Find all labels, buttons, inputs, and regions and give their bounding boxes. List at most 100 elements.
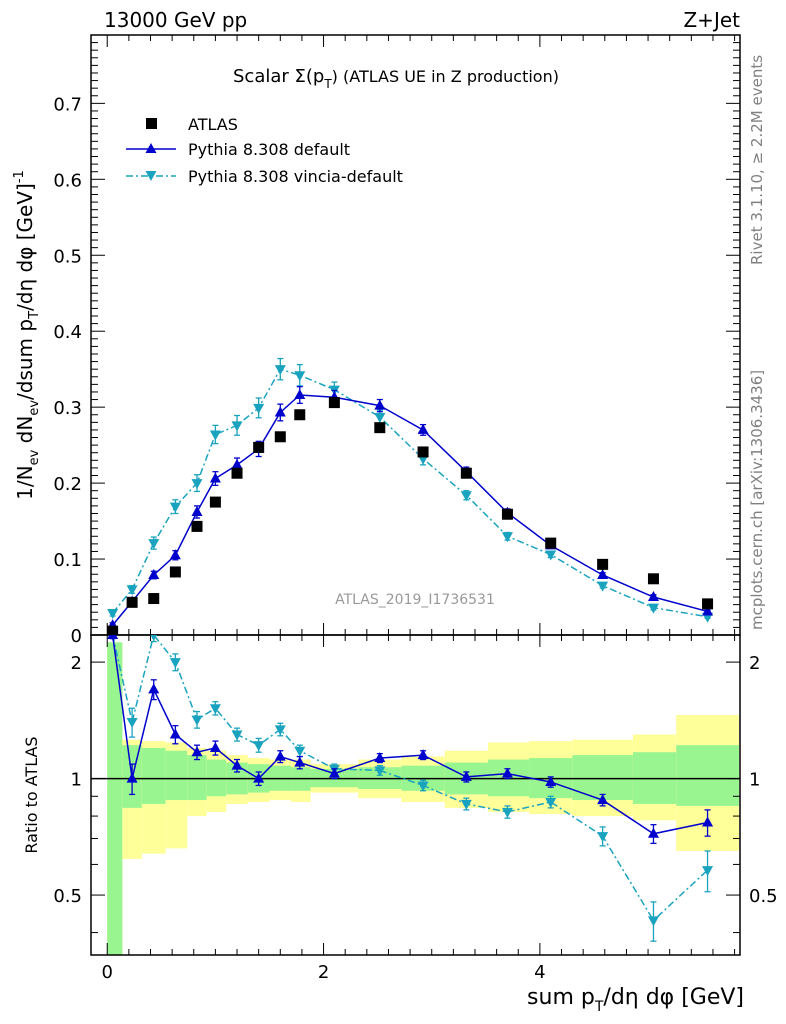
ratio-vincia-point: [231, 730, 243, 741]
vincia-point: [169, 502, 181, 513]
default-point: [231, 458, 243, 469]
atlas-point: [597, 558, 609, 570]
atlas-point: [545, 537, 557, 549]
ratio-vincia-point: [545, 797, 557, 808]
ratio-default-point: [294, 756, 306, 767]
x-tick-label: 0: [101, 962, 112, 983]
ratio-axis-label: Ratio to ATLAS: [22, 736, 41, 853]
atlas-point: [647, 573, 659, 585]
ratio-default-point: [107, 635, 119, 639]
default-point: [417, 423, 429, 434]
ratio-default-point: [417, 749, 429, 760]
ratio-default-point: [209, 741, 221, 752]
ratio-default-point: [460, 770, 472, 781]
legend-default-label: Pythia 8.308 default: [188, 140, 350, 159]
ratio-default-point: [501, 767, 513, 778]
atlas-point: [501, 508, 513, 520]
ratio-y-tick-label: 0.5: [53, 886, 82, 907]
ratio-default-point: [274, 750, 286, 761]
atlas-point: [274, 431, 286, 443]
vincia-point: [274, 365, 286, 376]
ratio-default-point: [126, 772, 138, 783]
x-axis-label: sum pT/dη dφ [GeV]: [527, 985, 744, 1015]
default-point: [702, 605, 714, 616]
ratio-vincia-point: [417, 781, 429, 792]
legend-vincia-label: Pythia 8.308 vincia-default: [188, 167, 403, 186]
ratio-vincia-point: [647, 916, 659, 927]
analysis-label: ATLAS_2019_I1736531: [335, 592, 495, 608]
vincia-series: [107, 357, 714, 623]
legend-vincia-marker: [145, 171, 157, 181]
vincia-point: [209, 430, 221, 441]
atlas-point: [169, 566, 181, 578]
atlas-point: [374, 422, 386, 434]
band-inner-bin: [141, 747, 166, 804]
atlas-point: [126, 596, 138, 608]
vincia-point: [501, 532, 513, 543]
ratio-vincia-point: [501, 807, 513, 818]
ratio-vincia-point: [274, 725, 286, 736]
process-label: Z+Jet: [683, 8, 740, 32]
vincia-point: [126, 585, 138, 596]
y-tick-label: 0.7: [53, 94, 82, 115]
legend: ATLAS Pythia 8.308 default Pythia 8.308 …: [126, 115, 403, 186]
ratio-vincia-point: [597, 832, 609, 843]
ratio-vincia-point: [253, 741, 265, 752]
vincia-point: [647, 603, 659, 614]
default-point: [169, 549, 181, 560]
ratio-vincia-point: [294, 746, 306, 757]
atlas-point: [191, 520, 203, 532]
default-point: [209, 472, 221, 483]
x-axis-ticks: 0 2 4: [101, 35, 736, 983]
y-tick-label: 0.3: [53, 398, 82, 419]
atlas-point: [702, 598, 714, 610]
band-inner-bin: [165, 750, 188, 801]
y-axis-ticks-main: 0 0.1 0.2 0.3 0.4 0.5 0.6 0.7: [53, 42, 740, 647]
x-tick-label: 2: [318, 962, 329, 983]
rivet-label: Rivet 3.1.10, ≥ 2.2M events: [748, 55, 766, 265]
ratio-vincia-point: [191, 715, 203, 726]
atlas-point: [417, 446, 429, 458]
vincia-point: [460, 491, 472, 502]
band-inner-bin: [107, 642, 123, 955]
atlas-point: [460, 467, 472, 479]
ratio-default-point: [231, 759, 243, 770]
band-inner-bin: [187, 755, 207, 801]
y-tick-label: 0.4: [53, 322, 82, 343]
mcplots-label: mcplots.cern.ch [arXiv:1306.3436]: [748, 370, 766, 630]
default-point: [294, 389, 306, 399]
atlas-point: [209, 496, 221, 508]
default-point: [374, 399, 386, 410]
vincia-point: [253, 403, 265, 414]
ratio-vincia-point: [702, 866, 714, 877]
ratio-vincia-point: [374, 766, 386, 777]
ratio-default-point: [545, 775, 557, 786]
vincia-point: [148, 539, 160, 550]
y-tick-label: 0.1: [53, 550, 82, 571]
legend-default-marker: [145, 143, 157, 153]
ratio-default-series: [107, 635, 714, 845]
ratio-bands: [107, 642, 739, 955]
legend-item-atlas: ATLAS: [146, 115, 238, 134]
default-line: [112, 394, 708, 626]
ratio-default-point: [702, 816, 714, 827]
y-axis-label: 1/Nev dNev/dsum pT/dη dφ [GeV]-1: [12, 170, 42, 500]
ratio-default-point: [253, 772, 265, 783]
x-tick-label: 4: [534, 962, 545, 983]
ratio-default-point: [374, 752, 386, 763]
default-point: [148, 569, 160, 579]
ratio-y-tick-label: 1: [71, 770, 82, 791]
vincia-point: [597, 581, 609, 592]
ratio-panel-frame: [90, 634, 741, 956]
default-point: [597, 569, 609, 579]
default-point: [647, 591, 659, 602]
legend-item-default: Pythia 8.308 default: [126, 140, 350, 159]
ratio-default-point: [169, 728, 181, 739]
ratio-vincia-point: [460, 799, 472, 810]
plot-title: Scalar Σ(pT) (ATLAS UE in Z production): [233, 66, 559, 91]
y-tick-label: 0.6: [53, 170, 82, 191]
energy-label: 13000 GeV pp: [104, 8, 247, 32]
ratio-default-point: [328, 767, 340, 778]
atlas-point: [328, 397, 340, 409]
